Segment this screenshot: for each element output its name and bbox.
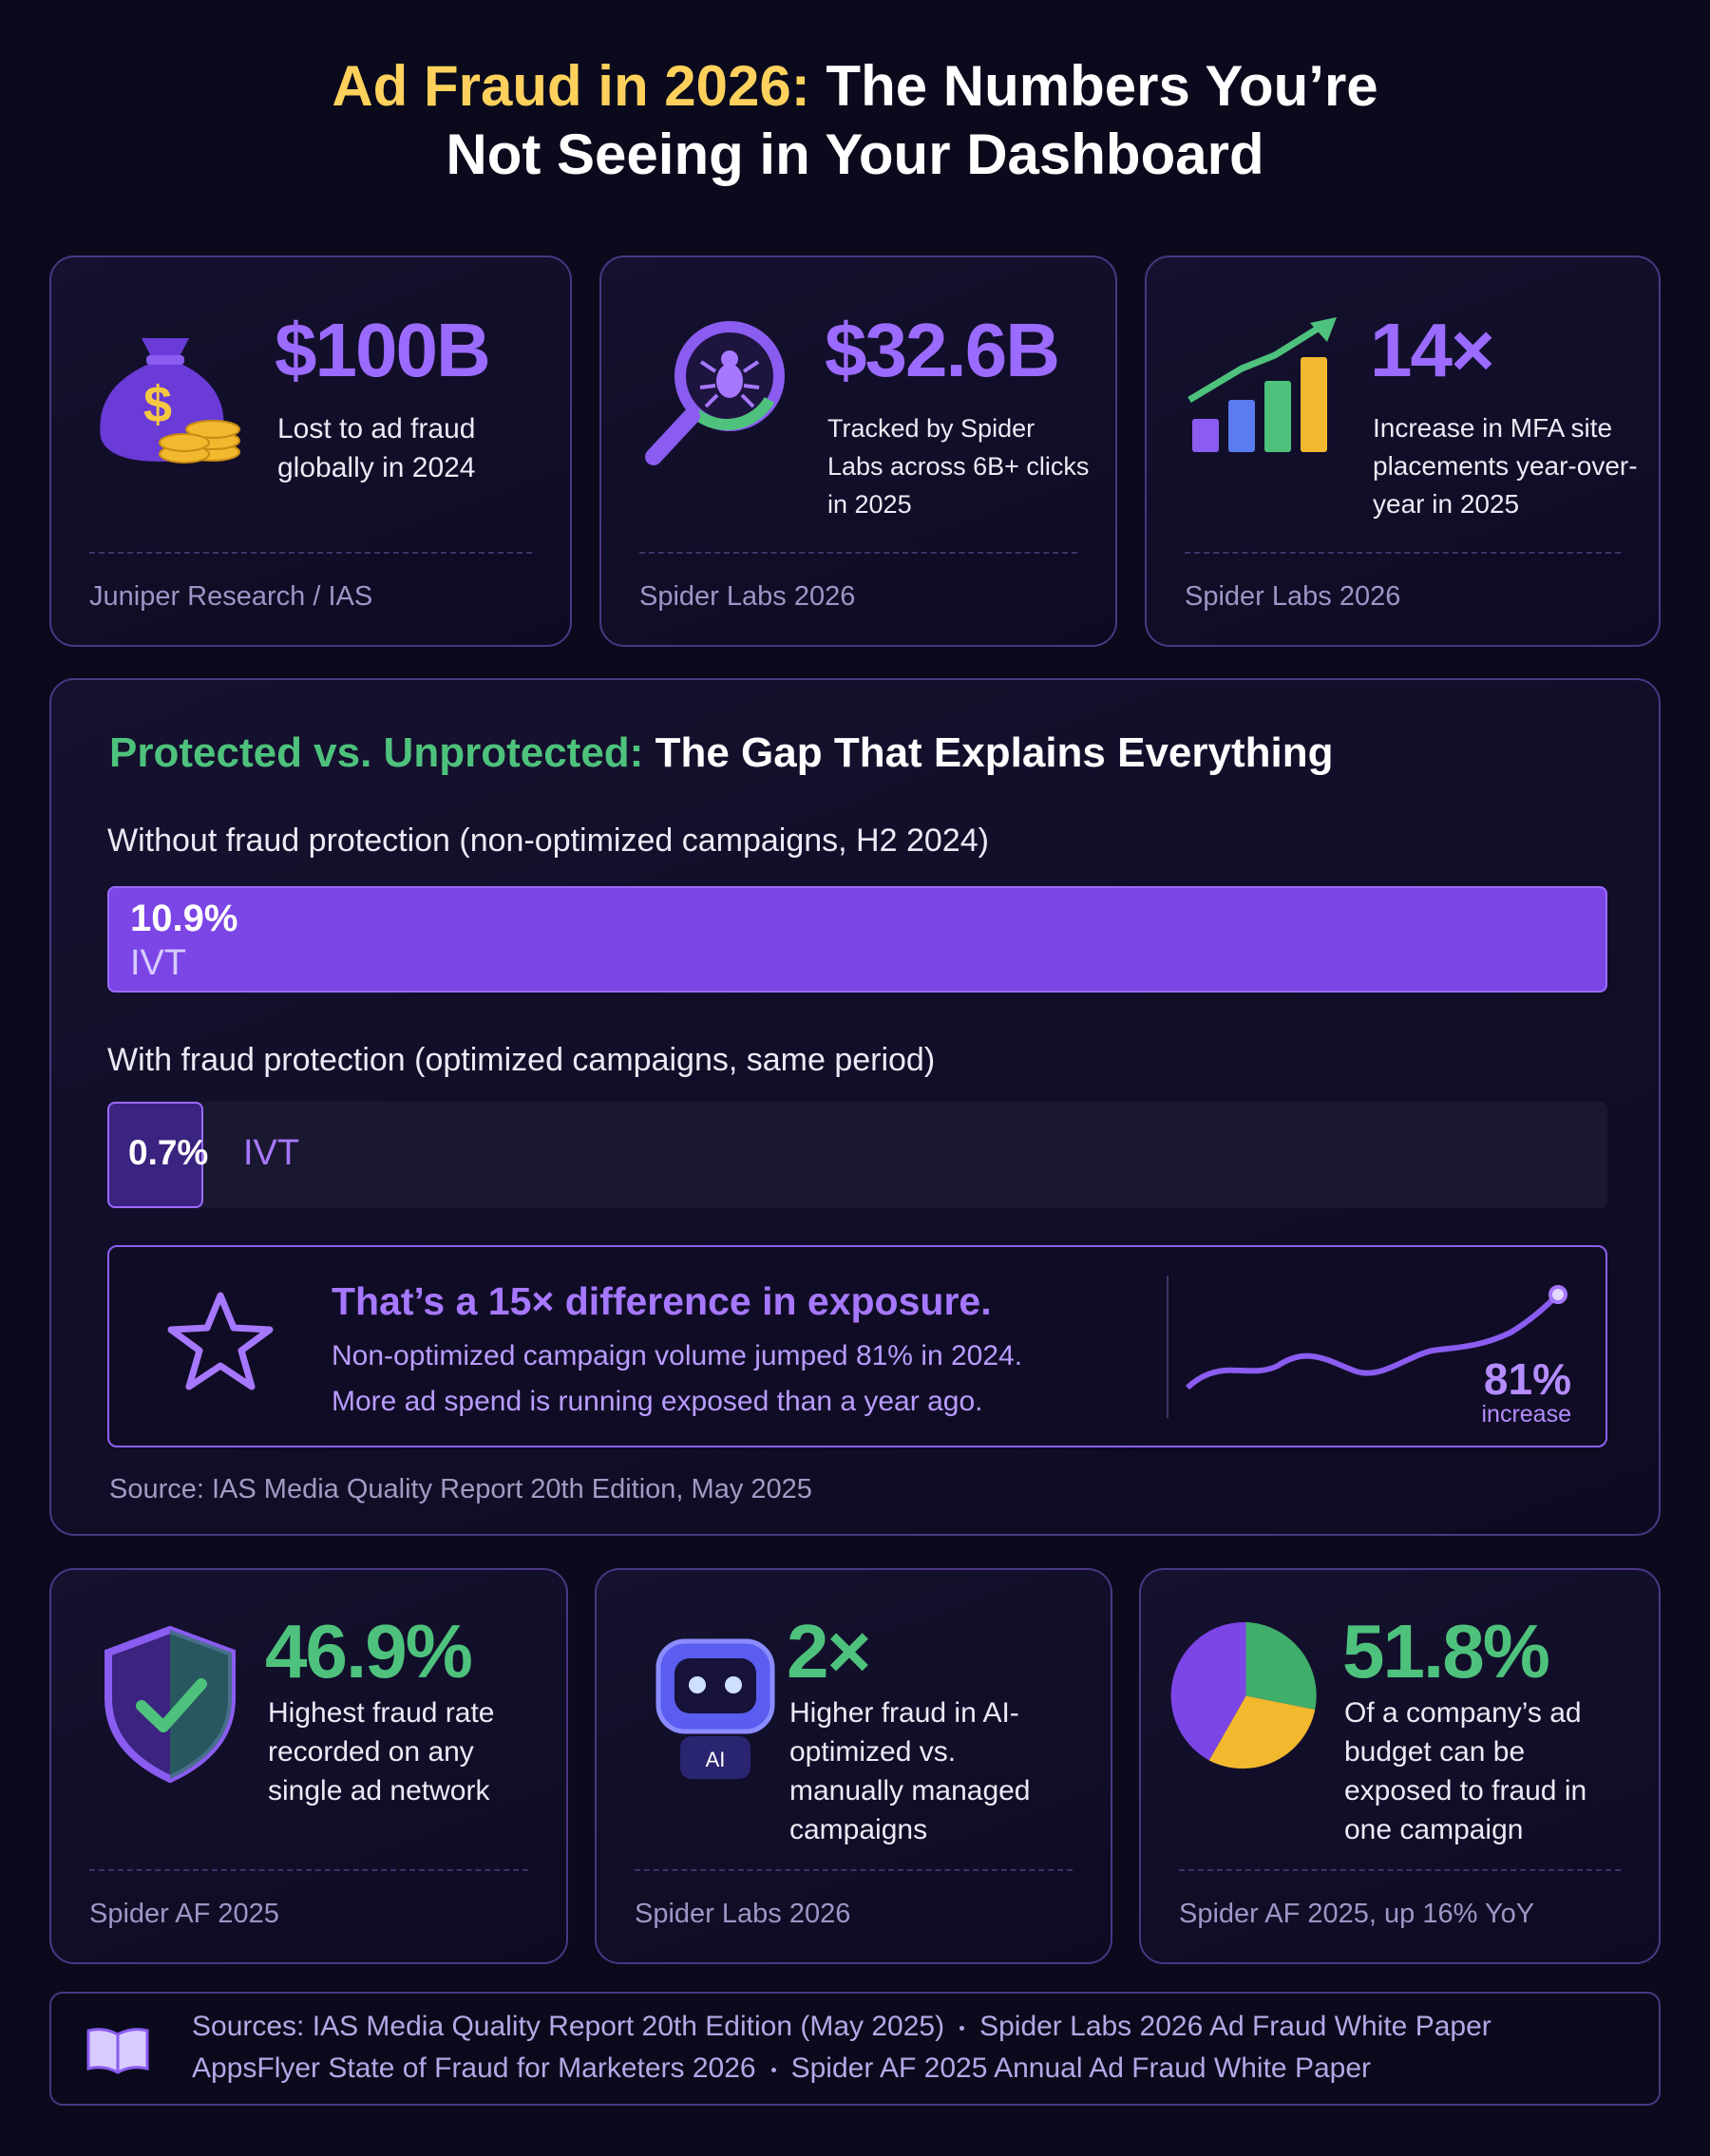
title-highlight: Ad Fraud in 2026: [332, 54, 810, 118]
sources-box: Sources: IAS Media Quality Report 20th E… [49, 1992, 1661, 2106]
stat-value: 51.8% [1342, 1609, 1550, 1693]
stat-description: Increase in MFA site placements year-ove… [1373, 413, 1638, 519]
bar-unit: IVT [130, 943, 187, 983]
bar-unit: IVT [243, 1133, 300, 1173]
divider [639, 552, 1077, 554]
stat-description: Tracked by Spider Labs across 6B+ clicks… [827, 414, 1090, 519]
shield-icon [104, 1625, 236, 1784]
stat-description: Lost to ad fraud globally in 2024 [277, 413, 476, 483]
bar-track: 10.9% IVT [107, 886, 1607, 993]
divider [1185, 552, 1621, 554]
bar-track: 0.7% IVT [107, 1102, 1607, 1208]
stat-value: 14× [1370, 308, 1495, 392]
sparkline [1185, 1285, 1568, 1390]
comparison-panel: Protected vs. Unprotected: The Gap That … [49, 678, 1661, 1536]
trend-value: 81% [1483, 1354, 1571, 1404]
magnifier-icon [645, 321, 785, 465]
stat-description: Higher fraud in AI-optimized vs. manuall… [789, 1697, 1031, 1845]
star-icon [167, 1292, 274, 1390]
divider [89, 1869, 528, 1871]
stat-source: Spider Labs 2026 [639, 581, 856, 612]
stat-value: 2× [787, 1609, 871, 1693]
callout: That’s a 15× difference in exposure. Non… [107, 1245, 1607, 1447]
callout-line: Non-optimized campaign volume jumped 81%… [332, 1340, 1023, 1371]
stat-card: 46.9% Highest fraud rate recorded on any… [49, 1568, 568, 1964]
source-item: Spider Labs 2026 Ad Fraud White Paper [979, 2011, 1492, 2042]
stat-description: Highest fraud rate recorded on any singl… [268, 1697, 495, 1806]
divider [1179, 1869, 1621, 1871]
stat-source: Spider Labs 2026 [635, 1899, 851, 1929]
svg-text:AI: AI [706, 1748, 726, 1771]
title-rest: The Numbers You’re Not Seeing in Your Da… [446, 54, 1378, 186]
panel-source: Source: IAS Media Quality Report 20th Ed… [109, 1474, 812, 1504]
callout-line: More ad spend is running exposed than a … [332, 1386, 983, 1417]
pie-icon [1170, 1621, 1317, 1769]
separator [770, 2067, 776, 2072]
book-icon [86, 2028, 149, 2074]
panel-title-rest: The Gap That Explains Everything [655, 729, 1334, 776]
bar-value-label: 0.7% [128, 1133, 209, 1172]
stat-card: $32.6B Tracked by Spider Labs across 6B+… [599, 255, 1117, 647]
divider [89, 552, 532, 554]
trend-label: increase [1481, 1401, 1572, 1428]
stat-card: 14× Increase in MFA site placements year… [1145, 255, 1661, 647]
separator [960, 2025, 965, 2031]
bar-label: With fraud protection (optimized campaig… [107, 1042, 936, 1078]
growth-chart-icon [1188, 317, 1337, 452]
panel-title-highlight: Protected vs. Unprotected: [109, 729, 644, 776]
stat-value: $100B [275, 308, 491, 392]
source-item: IAS Media Quality Report 20th Edition (M… [312, 2011, 945, 2042]
bar-label: Without fraud protection (non-optimized … [107, 823, 989, 859]
callout-headline: That’s a 15× difference in exposure. [332, 1279, 992, 1323]
bar [107, 1102, 204, 1208]
source-item: Spider AF 2025 Annual Ad Fraud White Pap… [790, 2052, 1371, 2084]
stat-source: Spider Labs 2026 [1185, 581, 1401, 612]
stat-card: 51.8% Of a company’s ad budget can be ex… [1139, 1568, 1661, 1964]
stat-card: AI 2× Higher fraud in AI-optimized vs. m… [595, 1568, 1112, 1964]
bar-value-label: 10.9% [130, 898, 238, 939]
stat-source: Juniper Research / IAS [89, 581, 373, 612]
stat-source: Spider AF 2025, up 16% YoY [1179, 1899, 1535, 1929]
panel-title: Protected vs. Unprotected: The Gap That … [109, 729, 1334, 777]
sources-line: AppsFlyer State of Fraud for Marketers 2… [192, 2052, 1371, 2085]
svg-text:$: $ [143, 376, 172, 433]
robot-icon: AI [656, 1638, 775, 1779]
stat-card: $ $100B Lost to ad fraud globally in 202… [49, 255, 572, 647]
bar [107, 886, 1607, 993]
source-item: AppsFlyer State of Fraud for Marketers 2… [192, 2052, 756, 2084]
divider [1167, 1276, 1168, 1418]
stat-value: $32.6B [825, 308, 1060, 392]
divider [635, 1869, 1073, 1871]
stat-value: 46.9% [265, 1609, 473, 1693]
title: Ad Fraud in 2026: The Numbers You’re Not… [0, 52, 1710, 189]
money-bag-icon: $ [100, 338, 240, 463]
stat-source: Spider AF 2025 [89, 1899, 279, 1929]
stat-description: Of a company’s ad budget can be exposed … [1344, 1697, 1587, 1845]
sources-line: Sources: IAS Media Quality Report 20th E… [192, 2011, 1492, 2043]
sources-label: Sources: [192, 2011, 305, 2042]
